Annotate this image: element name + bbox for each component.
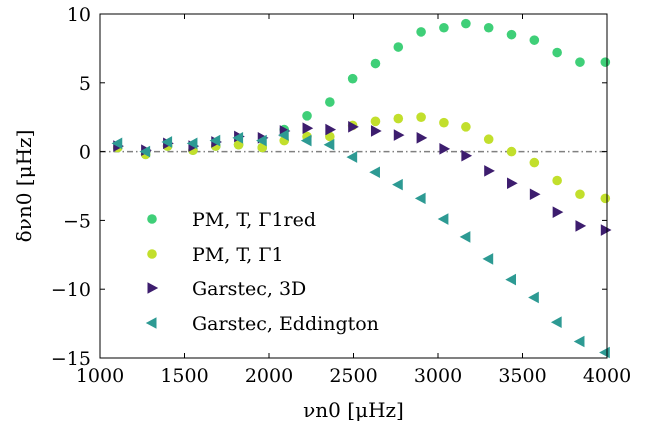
data-point xyxy=(416,132,428,144)
data-point xyxy=(439,117,449,128)
data-point xyxy=(528,291,539,304)
data-point xyxy=(346,151,358,163)
data-point xyxy=(506,29,517,40)
plot-frame xyxy=(99,13,608,359)
x-tick-label: 3500 xyxy=(498,365,546,387)
data-point xyxy=(416,112,426,122)
legend-entry-label: PM, T, Γ1 xyxy=(192,244,284,266)
data-point xyxy=(323,138,335,151)
y-tick-label: −15 xyxy=(51,348,91,370)
legend-marker xyxy=(145,317,157,329)
y-tick-label: 5 xyxy=(79,73,91,95)
data-point xyxy=(370,116,381,127)
x-tick-label: 2500 xyxy=(329,365,377,387)
data-point xyxy=(393,113,404,124)
data-point xyxy=(482,253,494,265)
data-point xyxy=(302,111,312,121)
x-tick-label: 1000 xyxy=(76,365,124,387)
series-2 xyxy=(112,112,611,204)
data-point xyxy=(414,192,426,205)
data-point xyxy=(325,97,335,107)
data-point xyxy=(161,136,173,148)
data-point xyxy=(348,121,359,133)
data-point xyxy=(575,220,587,232)
data-point xyxy=(506,146,517,157)
data-point xyxy=(439,22,449,33)
y-tick-label: −10 xyxy=(51,279,91,301)
data-point xyxy=(256,134,267,147)
data-point xyxy=(484,165,495,177)
series-1 xyxy=(112,18,611,160)
data-marks xyxy=(100,18,612,359)
data-point xyxy=(393,129,405,141)
data-point xyxy=(529,157,540,168)
data-point xyxy=(369,166,380,179)
data-point xyxy=(552,206,564,218)
data-point xyxy=(461,18,471,29)
legend-entry-label: PM, T, Γ1red xyxy=(192,209,316,231)
y-tick-label: 10 xyxy=(67,4,91,26)
data-point xyxy=(186,137,198,150)
data-point xyxy=(300,134,312,147)
x-tick-label: 4000 xyxy=(583,365,631,387)
data-point xyxy=(278,129,289,141)
y-tick-label: −5 xyxy=(63,210,91,232)
data-point xyxy=(505,273,517,286)
legend-marker xyxy=(147,282,159,294)
data-point xyxy=(416,27,426,37)
legend-marker xyxy=(147,249,157,259)
data-point xyxy=(461,149,473,162)
data-point xyxy=(599,346,610,359)
data-point xyxy=(550,316,562,329)
data-point xyxy=(552,175,562,186)
data-point xyxy=(232,132,244,144)
data-point xyxy=(575,57,585,67)
data-point xyxy=(483,22,494,33)
data-point xyxy=(552,47,562,58)
data-point xyxy=(573,335,585,348)
data-point xyxy=(600,193,611,204)
data-point xyxy=(370,125,382,137)
data-point xyxy=(529,188,541,201)
x-tick-label: 3000 xyxy=(414,365,462,387)
data-point xyxy=(459,231,471,243)
data-point xyxy=(439,143,451,155)
data-point xyxy=(461,122,471,132)
data-point xyxy=(393,42,404,52)
data-point xyxy=(139,145,151,158)
data-point xyxy=(347,73,358,84)
x-tick-label: 1500 xyxy=(160,365,208,387)
x-tick-label: 2000 xyxy=(245,365,293,387)
axis-ticks: 1000 1500 2000 2500 3000 3500 4000 10 5 0 −5 −10 −15 xyxy=(51,4,631,387)
data-point xyxy=(600,224,612,236)
data-point xyxy=(209,134,221,147)
data-point xyxy=(507,177,518,190)
series-3 xyxy=(113,121,612,236)
data-point xyxy=(437,213,449,225)
data-point xyxy=(111,137,123,150)
legend: PM, T, Γ1red PM, T, Γ1 Garstec, 3D Garstec,… xyxy=(145,209,379,335)
data-point xyxy=(302,122,314,135)
y-tick-label: 0 xyxy=(79,142,91,164)
legend-entry-label: Garstec, 3D xyxy=(192,278,306,300)
legend-marker xyxy=(147,214,157,224)
data-point xyxy=(600,57,611,67)
data-point xyxy=(529,35,540,45)
y-axis-label: δνn0 [μHz] xyxy=(12,130,36,243)
data-point xyxy=(370,58,381,69)
data-point xyxy=(325,123,337,136)
data-point xyxy=(483,134,494,145)
x-axis-label: νn0 [μHz] xyxy=(303,398,404,422)
series-4 xyxy=(111,129,610,359)
data-point xyxy=(392,178,403,191)
legend-entry-label: Garstec, Eddington xyxy=(192,313,379,335)
data-point xyxy=(575,189,585,200)
